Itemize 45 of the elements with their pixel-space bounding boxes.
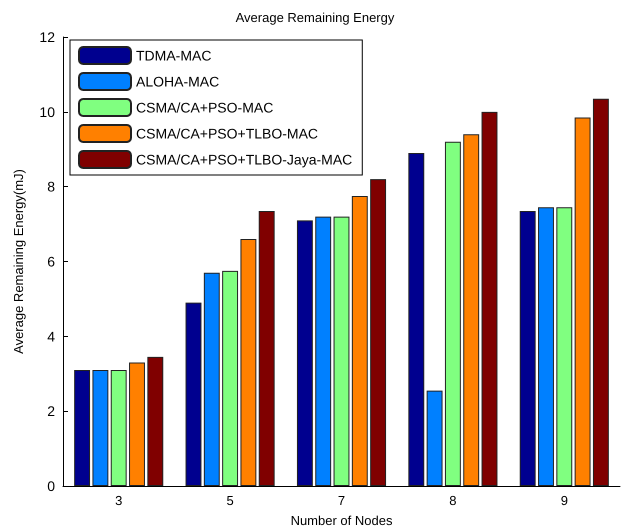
- bar: [296, 220, 313, 486]
- bar: [110, 370, 127, 486]
- bar: [315, 216, 332, 486]
- x-tick-label: 3: [115, 493, 122, 508]
- bar: [444, 142, 461, 486]
- x-tick-label: 8: [449, 493, 457, 508]
- bar: [408, 152, 424, 486]
- y-tick-label: 8: [47, 178, 56, 195]
- bar: [92, 370, 108, 486]
- bar: [352, 196, 368, 486]
- y-axis-title: Average Remaining Energy(mJ): [11, 169, 26, 354]
- bar: [592, 98, 609, 486]
- x-tick-label: 9: [560, 493, 568, 508]
- legend-label: CSMA/CA+PSO+TLBO-Jaya-MAC: [136, 152, 352, 168]
- y-tick-label: 6: [47, 254, 56, 270]
- legend-label: TDMA-MAC: [136, 48, 212, 64]
- bar: [482, 112, 498, 486]
- bar: [574, 117, 591, 486]
- bar: [204, 272, 220, 486]
- y-tick-label: 12: [39, 29, 56, 45]
- x-axis-title: Number of Nodes: [290, 513, 393, 528]
- bar: [520, 210, 536, 486]
- chart-title: Average Remaining Energy: [236, 10, 395, 25]
- y-tick-label: 2: [47, 403, 56, 420]
- bar: [129, 362, 145, 486]
- legend-label: ALOHA-MAC: [136, 74, 220, 90]
- y-tick-label: 0: [47, 478, 56, 494]
- bar: [334, 216, 350, 486]
- y-tick-label: 10: [39, 104, 56, 120]
- bar: [556, 207, 572, 486]
- bar: [186, 302, 202, 486]
- bar: [240, 239, 256, 486]
- bar: [426, 390, 443, 486]
- bar: [222, 270, 238, 486]
- bar: [74, 370, 90, 486]
- x-tick-label: 7: [338, 493, 346, 508]
- legend-label: CSMA/CA+PSO-MAC: [136, 100, 274, 116]
- x-tick-label: 5: [226, 493, 234, 508]
- bar: [147, 356, 164, 486]
- legend-label: CSMA/CA+PSO+TLBO-MAC: [136, 126, 318, 142]
- bar: [258, 210, 275, 486]
- bar: [370, 179, 386, 486]
- y-tick-label: 4: [47, 328, 56, 344]
- bar: [463, 134, 480, 486]
- bar: [538, 207, 554, 486]
